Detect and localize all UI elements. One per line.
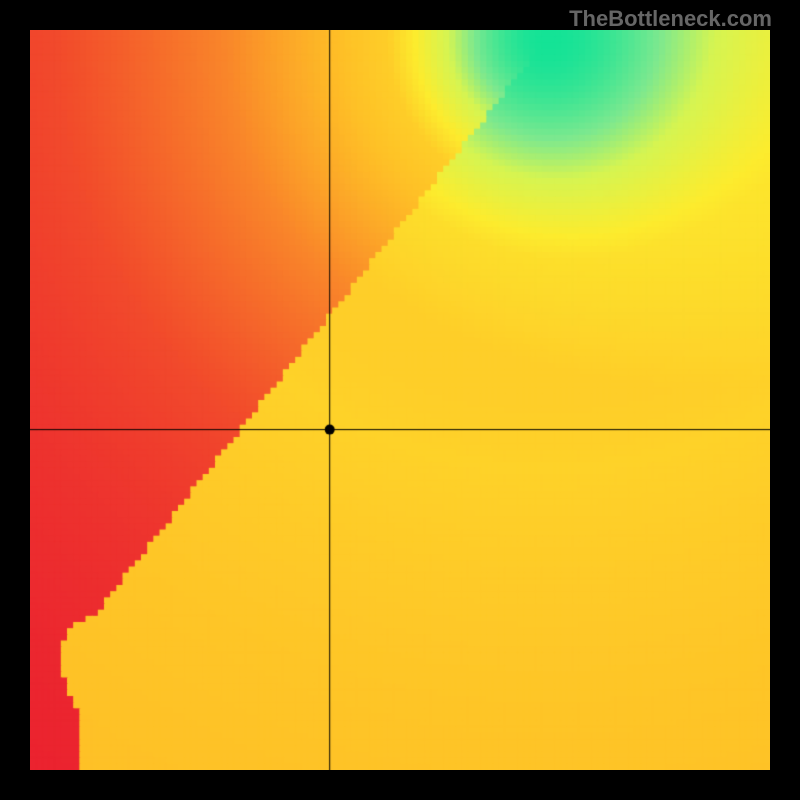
heatmap-canvas [30, 30, 770, 770]
chart-container: TheBottleneck.com [0, 0, 800, 800]
watermark-text: TheBottleneck.com [569, 6, 772, 32]
